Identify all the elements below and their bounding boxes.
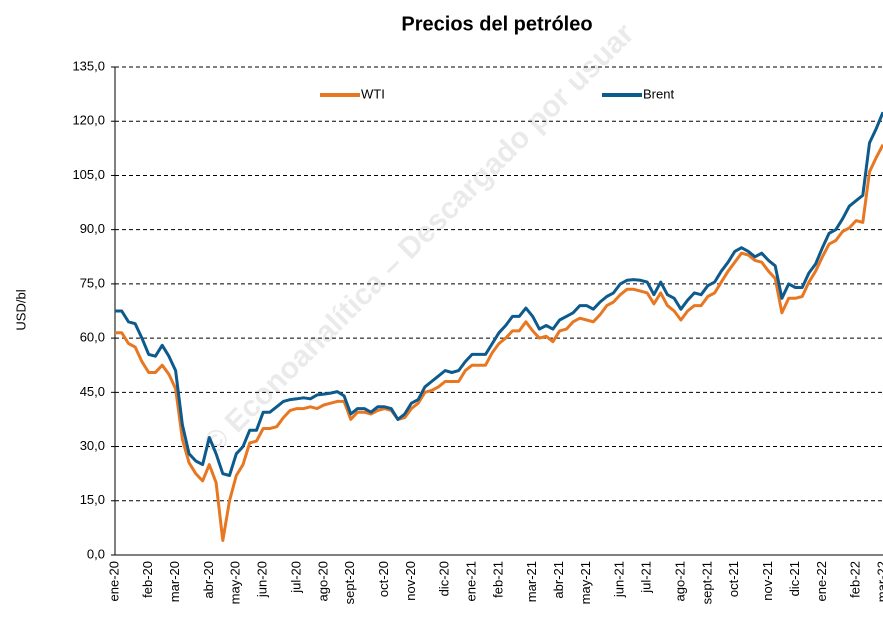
- x-tick-label: jun-21: [612, 561, 627, 598]
- y-tick-label: 45,0: [80, 384, 105, 399]
- legend-label: Brent: [643, 86, 674, 101]
- x-tick-label: feb-22: [847, 561, 862, 598]
- legend-label: WTI: [361, 86, 385, 101]
- y-tick-label: 135,0: [72, 58, 105, 73]
- x-tick-label: ene-21: [463, 561, 478, 601]
- x-tick-label: may-21: [578, 561, 593, 604]
- x-tick-label: abr-20: [201, 561, 216, 599]
- x-tick-label: ene-22: [814, 561, 829, 601]
- x-tick-label: ago-21: [672, 561, 687, 601]
- y-tick-label: 75,0: [80, 275, 105, 290]
- x-tick-label: mar-21: [524, 561, 539, 602]
- y-tick-label: 90,0: [80, 221, 105, 236]
- y-tick-label: 105,0: [72, 167, 105, 182]
- y-tick-label: 120,0: [72, 113, 105, 128]
- x-tick-label: jun-20: [255, 561, 270, 598]
- y-tick-label: 60,0: [80, 330, 105, 345]
- x-tick-label: abr-21: [551, 561, 566, 599]
- x-tick-label: feb-21: [490, 561, 505, 598]
- x-tick-label: dic-21: [787, 561, 802, 596]
- x-tick-label: jul-21: [639, 561, 654, 594]
- y-tick-label: 0,0: [87, 546, 105, 561]
- y-tick-label: 15,0: [80, 492, 105, 507]
- watermark: © Econoanalítica – Descargado por usuar: [197, 17, 641, 461]
- x-tick-label: feb-20: [140, 561, 155, 598]
- x-tick-label: sept-21: [699, 561, 714, 604]
- x-tick-label: sept-20: [342, 561, 357, 604]
- x-tick-label: mar-22: [874, 561, 883, 602]
- line-series: [115, 144, 883, 542]
- line-series: [115, 111, 883, 477]
- x-tick-label: oct-21: [726, 561, 741, 597]
- x-tick-label: oct-20: [376, 561, 391, 597]
- x-tick-label: jul-20: [288, 561, 303, 594]
- y-axis-label: USD/bl: [13, 289, 28, 330]
- x-tick-label: ago-20: [315, 561, 330, 601]
- x-tick-label: may-20: [228, 561, 243, 604]
- x-tick-label: dic-20: [437, 561, 452, 596]
- x-tick-label: mar-20: [167, 561, 182, 602]
- x-tick-label: nov-20: [403, 561, 418, 601]
- x-tick-label: ene-20: [106, 561, 121, 601]
- y-tick-label: 30,0: [80, 438, 105, 453]
- chart-title: Precios del petróleo: [401, 13, 592, 35]
- x-tick-label: nov-21: [760, 561, 775, 601]
